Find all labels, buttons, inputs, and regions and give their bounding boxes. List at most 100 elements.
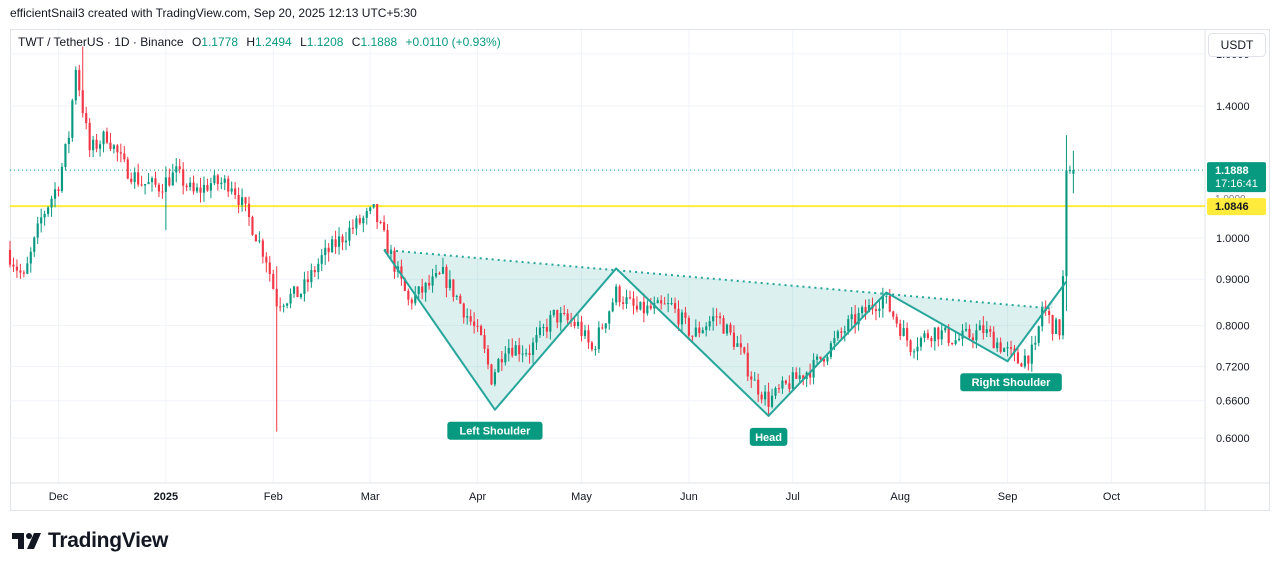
candle-body xyxy=(781,380,784,389)
candle-body xyxy=(906,328,909,341)
candle-body xyxy=(455,295,458,297)
candle-body xyxy=(1065,170,1068,277)
tradingview-logo[interactable]: TradingView xyxy=(12,529,168,553)
candle-body xyxy=(680,312,684,325)
candle-body xyxy=(718,316,722,319)
candle-body xyxy=(673,303,677,309)
candle-body xyxy=(518,345,521,355)
candle-body xyxy=(414,293,417,304)
candle-body xyxy=(286,303,289,306)
candle-body xyxy=(545,326,548,332)
candle-body xyxy=(750,376,753,380)
y-tick-label: 1.0000 xyxy=(1216,233,1250,245)
candle-body xyxy=(400,266,403,279)
candle-body xyxy=(625,297,628,304)
candle-body xyxy=(538,327,542,336)
candle-body xyxy=(525,353,528,355)
candle-body xyxy=(289,293,292,304)
candle-body xyxy=(978,325,981,331)
candle-body xyxy=(306,279,309,283)
candle-body xyxy=(497,359,500,373)
chart-frame[interactable] xyxy=(10,29,1270,511)
current-price-badge xyxy=(1207,162,1266,193)
symbol-legend: TWT / TetherUS · 1D · Binance O1.1778 H1… xyxy=(18,35,501,49)
candle-body xyxy=(147,182,150,185)
candle-body xyxy=(202,184,206,193)
candle-body xyxy=(656,300,659,304)
candle-body xyxy=(157,184,161,192)
candle-body xyxy=(258,240,261,242)
candle-body xyxy=(930,338,933,342)
candle-body xyxy=(130,178,133,183)
candle-body xyxy=(282,305,285,307)
candle-body xyxy=(1072,170,1075,174)
candle-body xyxy=(22,272,25,274)
candle-body xyxy=(1030,344,1033,364)
candle-body xyxy=(178,166,181,170)
level-price-value: 1.0846 xyxy=(1215,201,1249,213)
candle-body xyxy=(788,383,791,389)
candle-body xyxy=(469,316,472,322)
candle-body xyxy=(989,329,992,332)
candle-body xyxy=(1037,326,1040,343)
legend-change: +0.0110 (+0.93%) xyxy=(405,35,501,49)
currency-button[interactable]: USDT xyxy=(1208,33,1266,57)
candle-body xyxy=(119,152,122,154)
candle-body xyxy=(369,207,372,212)
candle-body xyxy=(19,270,22,273)
candle-body xyxy=(410,299,413,304)
pattern-label-box xyxy=(749,427,788,446)
candle-body xyxy=(351,227,354,229)
candle-body xyxy=(899,323,902,336)
candle-body xyxy=(559,312,562,323)
candle-body xyxy=(507,347,510,354)
candle-body xyxy=(230,188,233,192)
candle-body xyxy=(999,342,1002,352)
candle-body xyxy=(234,188,237,195)
candle-body xyxy=(694,327,697,337)
candle-body xyxy=(1016,352,1020,364)
pattern-area xyxy=(384,249,1053,416)
candle-body xyxy=(109,142,112,149)
legend-low: 1.1208 xyxy=(306,35,344,49)
candle-body xyxy=(57,189,60,192)
candle-body xyxy=(764,391,767,400)
candle-body xyxy=(511,347,514,356)
candle-body xyxy=(431,276,434,286)
candle-body xyxy=(622,302,625,304)
candle-body xyxy=(770,395,774,407)
pattern-label: Head xyxy=(755,432,782,444)
candle-body xyxy=(663,303,666,305)
candle-body xyxy=(36,223,39,238)
candle-body xyxy=(840,331,843,333)
x-tick-label: Sep xyxy=(998,491,1018,503)
candle-body xyxy=(60,166,64,192)
candle-body xyxy=(327,247,330,253)
candle-body xyxy=(954,340,957,344)
legend-low-label: L xyxy=(300,35,307,49)
candle-body xyxy=(732,332,736,347)
candle-body xyxy=(386,230,389,254)
candle-body xyxy=(500,359,503,363)
candle-body xyxy=(556,309,559,323)
candle-body xyxy=(466,316,469,318)
pattern-label-box xyxy=(447,421,543,440)
candle-body xyxy=(279,306,282,308)
countdown-value: 17:16:41 xyxy=(1215,178,1258,190)
candle-body xyxy=(909,340,912,352)
candle-body xyxy=(123,153,126,160)
candle-body xyxy=(833,338,836,344)
candle-body xyxy=(1048,310,1051,316)
candle-body xyxy=(490,364,493,385)
candle-body xyxy=(71,100,74,138)
candle-body xyxy=(878,308,881,311)
candle-body xyxy=(964,328,968,331)
legend-close: 1.1888 xyxy=(360,35,398,49)
candle-body xyxy=(760,394,763,400)
candle-body xyxy=(47,207,50,214)
candle-body xyxy=(604,323,607,329)
x-tick-label: Jul xyxy=(786,491,800,503)
candle-body xyxy=(684,312,687,318)
